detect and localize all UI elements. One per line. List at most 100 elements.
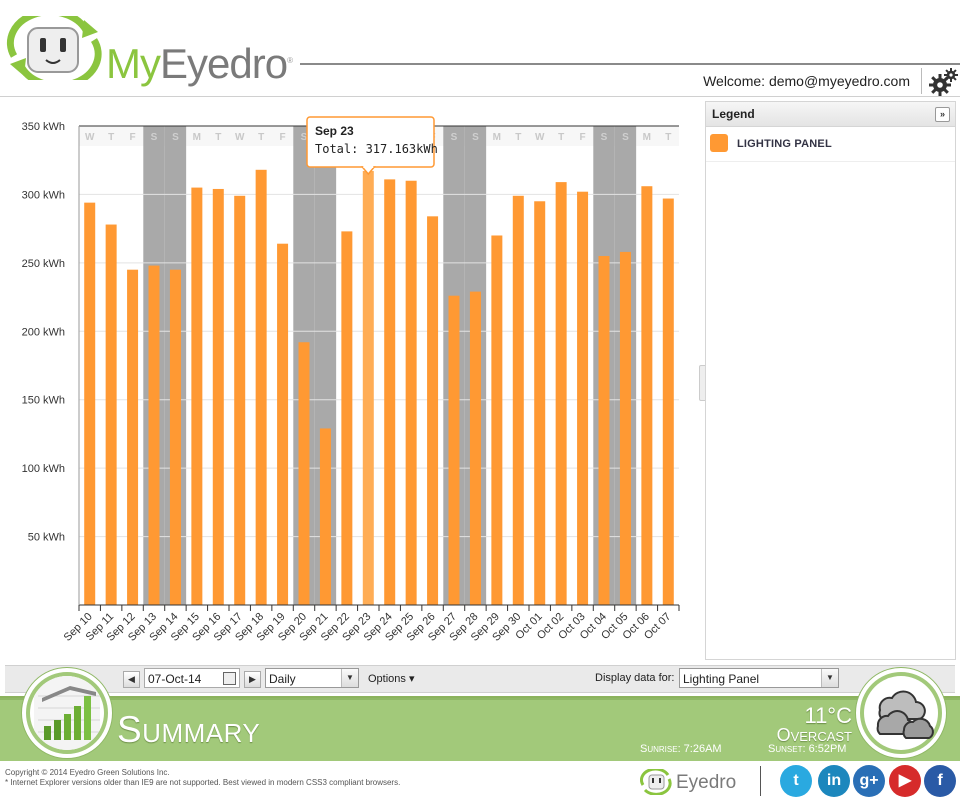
date-value: 07-Oct-14 <box>148 672 202 686</box>
bar[interactable] <box>555 182 567 605</box>
bar[interactable] <box>641 186 653 605</box>
arrow-left-icon[interactable]: ◀ <box>123 671 140 688</box>
bar[interactable] <box>405 180 417 605</box>
bar[interactable] <box>534 201 546 605</box>
myeyedro-logo[interactable]: MyEyedro® <box>6 16 306 87</box>
gear-icon[interactable] <box>928 67 958 97</box>
weather-badge <box>856 668 946 758</box>
weekday-label: S <box>172 132 179 143</box>
chevron-down-icon: ▼ <box>341 669 358 687</box>
legend-panel: Legend » LIGHTING PANEL <box>705 101 956 660</box>
tooltip-title: Sep 23 <box>315 124 354 138</box>
bar[interactable] <box>362 170 374 605</box>
cloud-icon <box>876 690 934 739</box>
weekday-label: S <box>601 132 608 143</box>
y-tick-label: 250 kWh <box>22 258 65 270</box>
arrow-right-icon[interactable]: ▶ <box>244 671 261 688</box>
bar[interactable] <box>512 195 524 605</box>
weekday-label: M <box>493 132 501 143</box>
bar[interactable] <box>212 188 224 605</box>
weekday-label: S <box>151 132 158 143</box>
weekday-label: T <box>258 132 264 143</box>
bar[interactable] <box>319 428 331 605</box>
y-tick-label: 200 kWh <box>22 326 65 338</box>
options-menu[interactable]: Options ▾ <box>368 673 415 685</box>
welcome-text: Welcome: demo@myeyedro.com <box>703 73 910 89</box>
chevron-down-icon: ▼ <box>821 669 838 687</box>
sunrise-time: Sunrise: 7:26AM <box>640 743 722 755</box>
bar[interactable] <box>619 251 631 605</box>
weekday-label: T <box>215 132 221 143</box>
weekday-label: T <box>108 132 114 143</box>
tooltip-pointer-mask <box>363 166 374 168</box>
usage-chart[interactable]: 50 kWh 100 kWh 150 kWh 200 kWh 250 kWh 300 kW… <box>0 98 700 664</box>
header-border <box>0 96 960 97</box>
browser-note: * Internet Explorer versions older than … <box>5 778 401 787</box>
chart-toolbar: ◀ 07-Oct-14 ▶ Daily ▼ Options ▾ Display … <box>5 665 955 693</box>
bar[interactable] <box>191 187 203 605</box>
youtube-icon[interactable]: ▶ <box>889 765 921 797</box>
legend-swatch <box>710 134 728 152</box>
outlet-logo-icon <box>6 16 102 80</box>
display-data-value: Lighting Panel <box>683 672 760 686</box>
temperature: 11°C <box>804 703 852 728</box>
weekday-label: T <box>515 132 521 143</box>
tooltip-value: Total: 317.163kWh <box>315 142 438 156</box>
footer-copyright: Copyright © 2014 Eyedro Green Solutions … <box>5 768 400 788</box>
weekday-label: S <box>622 132 629 143</box>
summary-bar <box>0 698 960 762</box>
footer: Copyright © 2014 Eyedro Green Solutions … <box>0 761 960 800</box>
bar[interactable] <box>277 243 289 605</box>
double-chevron-right-icon[interactable]: » <box>935 107 950 122</box>
eyedro-footer-logo[interactable]: Eyedro <box>640 769 750 795</box>
bar[interactable] <box>127 269 139 605</box>
bar[interactable] <box>255 169 267 605</box>
bar[interactable] <box>662 198 674 605</box>
weekday-label: F <box>280 132 286 143</box>
bar-chart[interactable]: 50 kWh 100 kWh 150 kWh 200 kWh 250 kWh 300 kW… <box>0 98 700 664</box>
bar[interactable] <box>448 295 460 605</box>
weather-condition: Overcast <box>776 725 852 745</box>
bar[interactable] <box>169 269 181 605</box>
bar[interactable] <box>105 224 117 605</box>
googleplus-icon[interactable]: g+ <box>853 765 885 797</box>
bar-chart-icon <box>34 676 100 750</box>
y-tick-label: 350 kWh <box>22 121 65 133</box>
bar[interactable] <box>491 235 503 605</box>
date-input[interactable]: 07-Oct-14 <box>144 668 240 688</box>
linkedin-icon[interactable]: in <box>818 765 850 797</box>
bar[interactable] <box>148 265 160 605</box>
copyright-text: Copyright © 2014 Eyedro Green Solutions … <box>5 768 170 777</box>
summary-top-line <box>0 696 960 699</box>
bar[interactable] <box>298 342 310 605</box>
footer-brand: Eyedro <box>676 772 737 793</box>
weekday-label: W <box>235 132 245 143</box>
facebook-icon[interactable]: f <box>924 765 956 797</box>
bar[interactable] <box>469 291 481 605</box>
bar[interactable] <box>384 179 396 606</box>
bar[interactable] <box>577 191 589 605</box>
footer-separator <box>760 766 761 796</box>
y-tick-label: 50 kWh <box>28 532 65 544</box>
weekday-label: S <box>451 132 458 143</box>
legend-item[interactable]: LIGHTING PANEL <box>706 127 955 162</box>
y-tick-label: 100 kWh <box>22 463 65 475</box>
bar[interactable] <box>84 202 96 605</box>
bar[interactable] <box>341 231 353 605</box>
sunset-time: Sunset: 6:52PM <box>768 743 847 755</box>
y-tick-label: 300 kWh <box>22 189 65 201</box>
bar[interactable] <box>598 256 610 605</box>
weekday-label: M <box>193 132 201 143</box>
period-select[interactable]: Daily ▼ <box>265 668 359 688</box>
header: MyEyedro® Welcome: demo@myeyedro.com <box>0 0 960 98</box>
weekday-label: W <box>535 132 545 143</box>
display-data-select[interactable]: Lighting Panel ▼ <box>679 668 839 688</box>
calendar-icon[interactable] <box>223 672 236 685</box>
weekday-label: W <box>85 132 95 143</box>
weekday-label: S <box>301 132 308 143</box>
bar[interactable] <box>234 195 246 605</box>
bar[interactable] <box>427 216 439 605</box>
twitter-icon[interactable]: t <box>780 765 812 797</box>
weekday-label: M <box>643 132 651 143</box>
header-separator <box>921 68 922 94</box>
